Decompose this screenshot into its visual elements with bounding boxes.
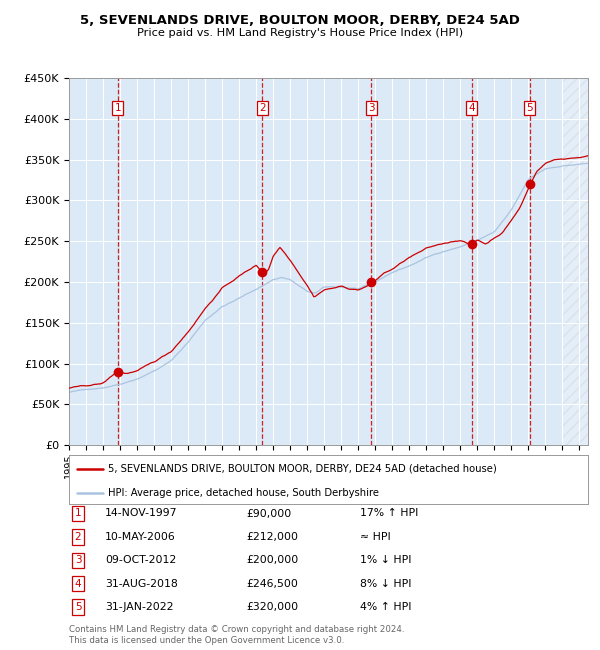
- Text: 5: 5: [526, 103, 533, 113]
- Text: 4% ↑ HPI: 4% ↑ HPI: [360, 602, 412, 612]
- Text: ≈ HPI: ≈ HPI: [360, 532, 391, 542]
- Text: 5: 5: [74, 602, 82, 612]
- Bar: [562, 78, 588, 445]
- Text: 4: 4: [469, 103, 475, 113]
- Text: 31-JAN-2022: 31-JAN-2022: [105, 602, 173, 612]
- Text: 4: 4: [74, 578, 82, 589]
- Text: 3: 3: [368, 103, 374, 113]
- Text: 09-OCT-2012: 09-OCT-2012: [105, 555, 176, 566]
- Text: 17% ↑ HPI: 17% ↑ HPI: [360, 508, 418, 519]
- Text: 3: 3: [74, 555, 82, 566]
- Text: £246,500: £246,500: [246, 578, 298, 589]
- Text: £200,000: £200,000: [246, 555, 298, 566]
- Text: 31-AUG-2018: 31-AUG-2018: [105, 578, 178, 589]
- Text: 5, SEVENLANDS DRIVE, BOULTON MOOR, DERBY, DE24 5AD: 5, SEVENLANDS DRIVE, BOULTON MOOR, DERBY…: [80, 14, 520, 27]
- Text: £320,000: £320,000: [246, 602, 298, 612]
- Text: 1: 1: [74, 508, 82, 519]
- Text: 2: 2: [74, 532, 82, 542]
- Text: 5, SEVENLANDS DRIVE, BOULTON MOOR, DERBY, DE24 5AD (detached house): 5, SEVENLANDS DRIVE, BOULTON MOOR, DERBY…: [108, 463, 497, 474]
- Text: 14-NOV-1997: 14-NOV-1997: [105, 508, 178, 519]
- Text: 10-MAY-2006: 10-MAY-2006: [105, 532, 176, 542]
- Text: 8% ↓ HPI: 8% ↓ HPI: [360, 578, 412, 589]
- Text: 2: 2: [259, 103, 266, 113]
- Text: Contains HM Land Registry data © Crown copyright and database right 2024.: Contains HM Land Registry data © Crown c…: [69, 625, 404, 634]
- Text: £90,000: £90,000: [246, 508, 291, 519]
- Text: This data is licensed under the Open Government Licence v3.0.: This data is licensed under the Open Gov…: [69, 636, 344, 645]
- Text: 1: 1: [115, 103, 121, 113]
- Text: HPI: Average price, detached house, South Derbyshire: HPI: Average price, detached house, Sout…: [108, 488, 379, 498]
- Text: Price paid vs. HM Land Registry's House Price Index (HPI): Price paid vs. HM Land Registry's House …: [137, 28, 463, 38]
- Text: 1% ↓ HPI: 1% ↓ HPI: [360, 555, 412, 566]
- Text: £212,000: £212,000: [246, 532, 298, 542]
